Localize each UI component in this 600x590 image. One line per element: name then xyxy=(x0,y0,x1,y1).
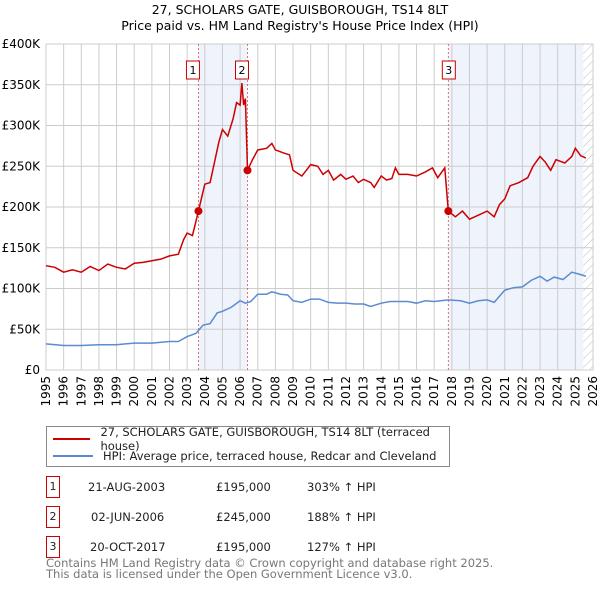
x-tick-label: 2003 xyxy=(180,376,194,407)
legend: 27, SCHOLARS GATE, GUISBOROUGH, TS14 8LT… xyxy=(46,425,450,467)
sale-date: 20-OCT-2017 xyxy=(90,540,166,554)
chart-title: 27, SCHOLARS GATE, GUISBOROUGH, TS14 8LT xyxy=(152,2,449,17)
sale-price: £195,000 xyxy=(216,480,271,494)
x-tick-label: 2013 xyxy=(357,376,371,407)
x-tick-label: 2015 xyxy=(392,376,406,407)
footer: Contains HM Land Registry data © Crown c… xyxy=(46,556,494,581)
x-tick-label: 2009 xyxy=(286,376,300,407)
legend-label: 27, SCHOLARS GATE, GUISBOROUGH, TS14 8LT… xyxy=(100,425,430,453)
x-tick-label: 2019 xyxy=(462,376,476,407)
property-price-line xyxy=(45,83,587,274)
licence-text: This data is licensed under the Open Gov… xyxy=(46,567,413,581)
x-tick-label: 1998 xyxy=(92,376,106,407)
x-tick-label: 2006 xyxy=(233,376,247,407)
y-tick-label: £50K xyxy=(9,322,41,336)
y-tick-label: £250K xyxy=(2,159,42,173)
y-tick-label: £350K xyxy=(2,78,42,92)
sale-marker-number: 1 xyxy=(189,64,196,77)
plot-border xyxy=(45,43,594,371)
sale-hpi: 303% ↑ HPI xyxy=(307,480,376,494)
sale-marker-number: 2 xyxy=(239,64,246,77)
y-tick-label: £400K xyxy=(2,37,42,51)
y-tick-label: £300K xyxy=(2,119,42,133)
x-tick-label: 2018 xyxy=(445,376,459,407)
x-tick-label: 1999 xyxy=(110,376,124,407)
sale-marker-badge: 3 xyxy=(46,536,60,558)
x-tick-label: 2017 xyxy=(427,376,441,407)
x-tick-label: 2000 xyxy=(127,376,141,407)
legend-label: HPI: Average price, terraced house, Redc… xyxy=(103,449,437,463)
sale-marker-badge: 1 xyxy=(46,476,60,498)
legend-item-property: 27, SCHOLARS GATE, GUISBOROUGH, TS14 8LT… xyxy=(53,425,449,453)
sale-marker-badge xyxy=(441,60,456,80)
sale-marker-number: 3 xyxy=(445,64,452,77)
sale-marker-badge: 2 xyxy=(46,506,60,528)
sale-marker-badge xyxy=(185,60,200,80)
sale-price: £195,000 xyxy=(216,540,271,554)
y-tick-label: £200K xyxy=(2,200,42,214)
sale-hpi: 188% ↑ HPI xyxy=(307,510,376,524)
hpi-line xyxy=(45,271,587,347)
x-tick-label: 2020 xyxy=(480,376,494,407)
x-tick-label: 2008 xyxy=(268,376,282,407)
sale-price: £245,000 xyxy=(216,510,271,524)
x-tick-label: 1995 xyxy=(39,376,53,407)
sale-date: 21-AUG-2003 xyxy=(88,480,166,494)
x-tick-label: 2011 xyxy=(321,376,335,407)
x-tick-label: 2023 xyxy=(533,376,547,407)
x-tick-label: 2002 xyxy=(163,376,177,407)
x-tick-label: 2025 xyxy=(568,376,582,407)
x-tick-label: 2005 xyxy=(215,376,229,407)
x-tick-label: 2007 xyxy=(251,376,265,407)
sale-hpi: 127% ↑ HPI xyxy=(307,540,376,554)
x-tick-label: 2010 xyxy=(304,376,318,407)
price-chart: 27, SCHOLARS GATE, GUISBOROUGH, TS14 8LT… xyxy=(2,2,600,407)
x-tick-label: 1997 xyxy=(74,376,88,407)
x-tick-label: 2012 xyxy=(339,376,353,407)
sale-marker-badge xyxy=(235,60,250,80)
x-tick-label: 2021 xyxy=(498,376,512,407)
x-tick-label: 2026 xyxy=(586,376,600,407)
x-tick-label: 2004 xyxy=(198,376,212,407)
x-tick-label: 2001 xyxy=(145,376,159,407)
x-tick-label: 2024 xyxy=(551,376,565,407)
x-tick-label: 2014 xyxy=(374,376,388,407)
sale-point xyxy=(194,207,203,216)
y-tick-label: £0 xyxy=(25,363,40,377)
legend-swatch-red xyxy=(53,438,91,440)
x-tick-label: 1996 xyxy=(57,376,71,407)
legend-item-hpi: HPI: Average price, terraced house, Redc… xyxy=(53,448,436,464)
x-tick-label: 2016 xyxy=(410,376,424,407)
legend-swatch-blue xyxy=(53,455,93,457)
chart-subtitle: Price paid vs. HM Land Registry's House … xyxy=(121,18,478,33)
sale-date: 02-JUN-2006 xyxy=(91,510,165,524)
y-tick-label: £150K xyxy=(2,241,42,255)
x-tick-label: 2022 xyxy=(515,376,529,407)
copyright-text: Contains HM Land Registry data © Crown c… xyxy=(46,556,494,570)
sale-point xyxy=(243,166,252,175)
y-tick-label: £100K xyxy=(2,282,42,296)
sale-point xyxy=(444,207,453,216)
